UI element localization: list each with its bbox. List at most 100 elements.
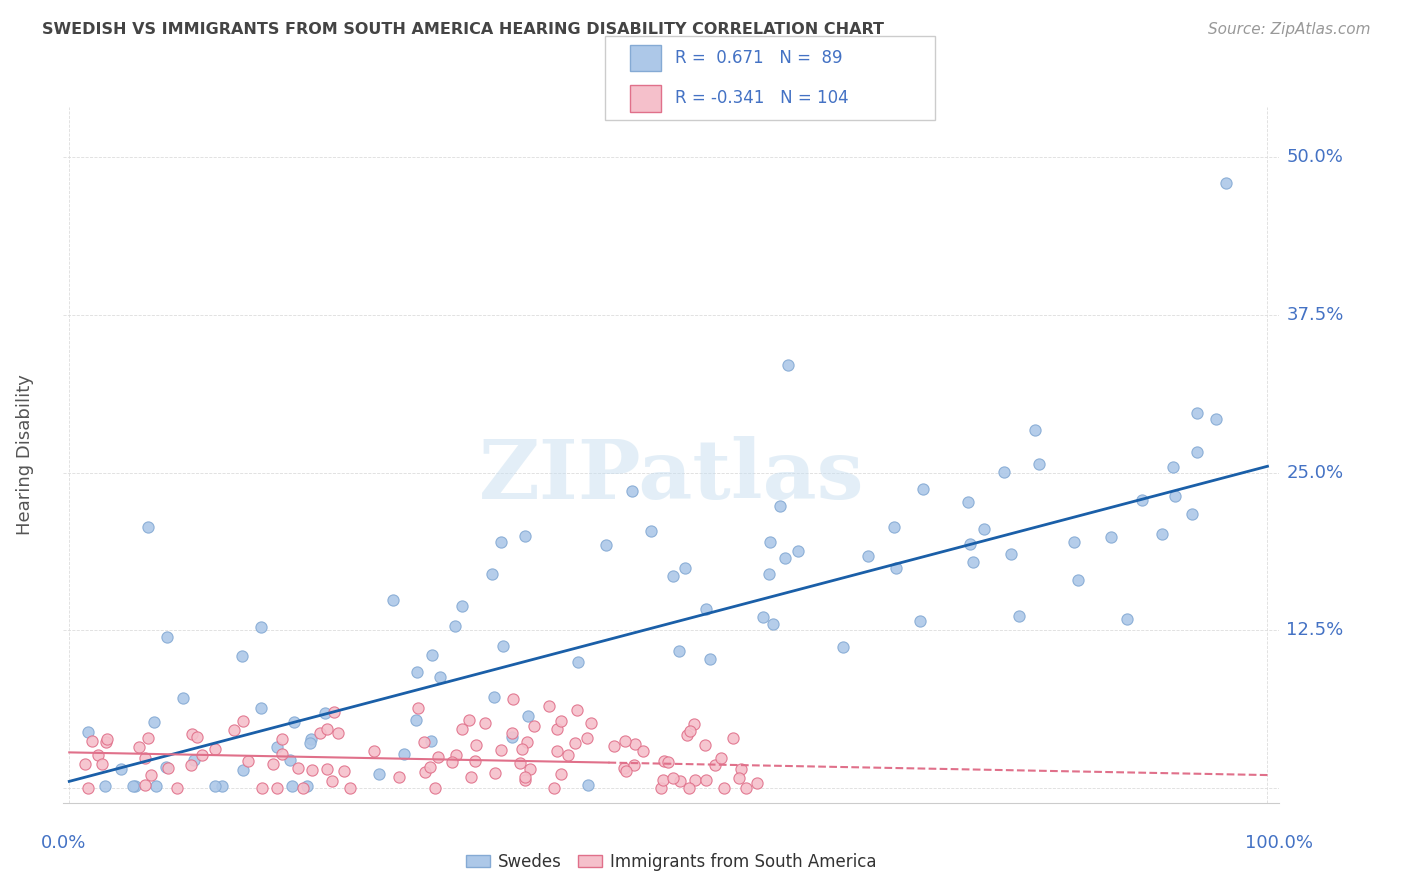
Point [315, 763, 337, 777]
Point [262, 756, 284, 771]
Point [145, 780, 167, 794]
Point [308, 726, 330, 740]
Point [172, 691, 194, 706]
Point [908, 614, 931, 628]
Point [651, 772, 673, 787]
Point [249, 620, 271, 634]
Point [231, 648, 253, 663]
Point [76, 780, 98, 795]
Point [683, 773, 706, 788]
Point [128, 740, 150, 755]
Text: Hearing Disability: Hearing Disability [17, 375, 34, 535]
Point [1024, 423, 1046, 437]
Point [1066, 573, 1088, 587]
Point [94, 780, 117, 794]
Point [883, 520, 905, 534]
Point [699, 651, 721, 665]
Point [96, 731, 118, 746]
Point [721, 731, 744, 745]
Point [515, 735, 537, 749]
Point [567, 655, 589, 669]
Point [603, 739, 626, 753]
Point [631, 744, 654, 758]
Point [1008, 609, 1031, 624]
Point [406, 665, 429, 679]
Point [616, 764, 638, 778]
Point [550, 714, 572, 728]
Point [271, 732, 294, 747]
Point [993, 465, 1015, 479]
Point [973, 522, 995, 536]
Point [501, 726, 523, 740]
Point [650, 780, 672, 795]
Text: 25.0%: 25.0% [1286, 464, 1344, 482]
Text: Source: ZipAtlas.com: Source: ZipAtlas.com [1208, 22, 1371, 37]
Point [464, 754, 486, 768]
Point [676, 728, 699, 742]
Point [91, 756, 114, 771]
Point [482, 690, 505, 704]
Point [232, 763, 254, 777]
Point [180, 727, 202, 741]
Point [710, 751, 733, 765]
Text: 12.5%: 12.5% [1286, 621, 1344, 640]
Text: 50.0%: 50.0% [1286, 148, 1343, 167]
Point [957, 495, 980, 509]
Point [730, 762, 752, 776]
Point [912, 483, 935, 497]
Text: ZIPatlas: ZIPatlas [478, 436, 865, 516]
Point [546, 744, 568, 758]
Point [679, 723, 702, 738]
Point [537, 698, 560, 713]
Point [236, 755, 259, 769]
Point [87, 748, 110, 763]
Point [266, 780, 288, 795]
Point [287, 761, 309, 775]
Point [339, 780, 361, 795]
Point [1181, 507, 1204, 521]
Point [576, 778, 599, 792]
Point [623, 737, 645, 751]
Point [513, 772, 536, 787]
Point [621, 484, 644, 499]
Point [1000, 547, 1022, 561]
Point [492, 639, 515, 653]
Point [73, 756, 96, 771]
Point [136, 731, 159, 745]
Point [491, 743, 513, 757]
Point [502, 692, 524, 706]
Point [758, 566, 780, 581]
Point [326, 726, 349, 740]
Point [623, 757, 645, 772]
Point [292, 780, 315, 795]
Point [166, 780, 188, 795]
Point [759, 535, 782, 549]
Point [704, 757, 727, 772]
Point [419, 760, 441, 774]
Point [183, 753, 205, 767]
Point [474, 715, 496, 730]
Point [962, 555, 984, 569]
Point [406, 701, 429, 715]
Point [388, 770, 411, 784]
Point [576, 731, 599, 745]
Point [124, 780, 146, 794]
Point [1161, 460, 1184, 475]
Point [204, 742, 226, 756]
Point [550, 767, 572, 781]
Point [595, 538, 617, 552]
Point [450, 723, 472, 737]
Point [413, 765, 436, 780]
Point [460, 770, 482, 784]
Point [139, 768, 162, 782]
Point [266, 739, 288, 754]
Point [778, 359, 800, 373]
Point [1185, 445, 1208, 459]
Point [298, 736, 321, 750]
Point [693, 738, 716, 752]
Point [661, 569, 683, 583]
Point [713, 780, 735, 795]
Point [323, 706, 346, 720]
Point [405, 713, 427, 727]
Point [481, 566, 503, 581]
